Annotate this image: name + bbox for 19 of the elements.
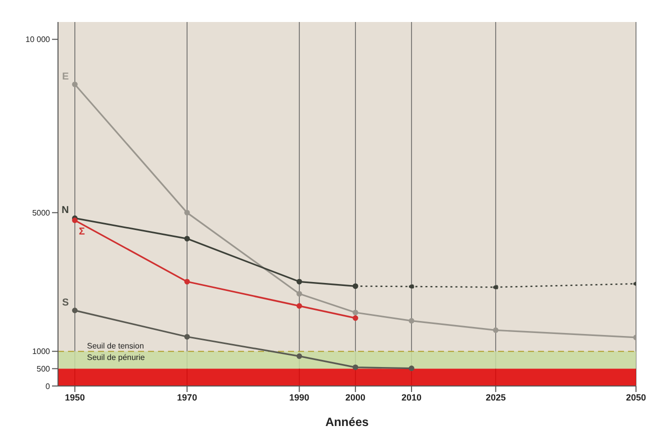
band-label: Seuil de pénurie (87, 353, 146, 362)
x-tick-label: 2025 (486, 392, 506, 402)
x-axis-title: Années (325, 415, 369, 429)
series-label: N (62, 205, 69, 216)
y-tick-label: 500 (36, 364, 51, 374)
x-tick-label: 2000 (345, 392, 366, 402)
x-tick-label: 2010 (402, 392, 422, 402)
x-tick-label: 2050 (626, 392, 646, 402)
series-label: Σ (78, 226, 85, 238)
x-tick-label: 1970 (177, 392, 198, 402)
series-label: E (62, 71, 70, 82)
y-tick-label: 10 000 (26, 35, 51, 44)
x-tick-label: 1990 (289, 392, 310, 402)
y-tick-label: 5000 (32, 208, 51, 218)
y-tick-label: 0 (46, 382, 51, 391)
ref-line-label: Seuil de tension (87, 341, 144, 350)
y-tick-label: 1000 (32, 347, 51, 356)
x-tick-label: 1950 (64, 392, 85, 402)
series-label: S (62, 297, 70, 308)
